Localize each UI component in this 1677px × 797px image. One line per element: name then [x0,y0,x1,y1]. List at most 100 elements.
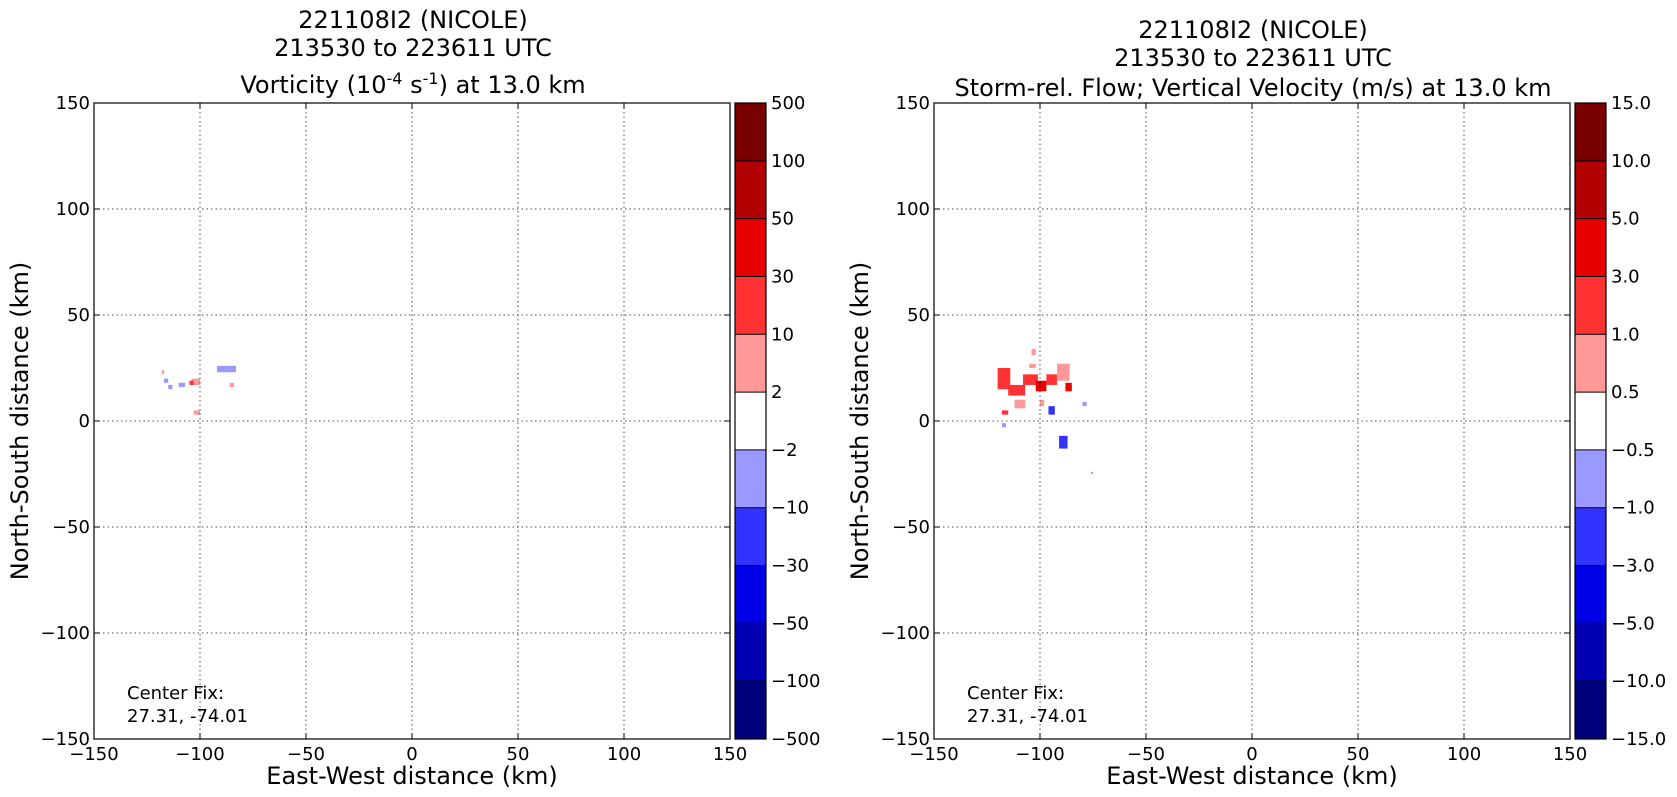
colorbar-label: −50 [771,613,809,634]
colorbar-segment [735,160,766,219]
colorbar-segment [735,392,766,450]
data-cell [1082,401,1087,407]
colorbar-segment [1575,103,1606,161]
colorbar-segment [1575,218,1606,277]
data-cell [191,378,200,385]
colorbar-label: 10.0 [1611,151,1651,172]
plot-area [94,103,730,739]
colorbar-segment [735,507,766,566]
data-cell [1023,374,1038,385]
y-axis-label: North-South distance (km) [6,262,34,581]
data-cell [168,384,173,390]
colorbar-segment [735,103,766,161]
colorbar-label: 15.0 [1611,93,1651,114]
title-superscript: -4 [387,69,403,88]
colorbar-segment [735,276,766,335]
colorbar-label: −15.0 [1611,729,1666,750]
data-cell [1065,382,1072,392]
data-cell [1029,363,1036,368]
y-tick-label: −100 [881,623,930,644]
data-cell [1031,348,1036,356]
plot-area [934,103,1570,739]
colorbar-label: −500 [771,729,820,750]
colorbar-label: 2 [771,382,782,403]
y-tick-label: 50 [907,305,930,326]
data-cell [161,370,164,375]
title-segment: ) at 13.0 km [439,71,586,99]
colorbar-label: −1.0 [1611,498,1655,519]
data-cell [1035,380,1047,392]
title-segment: s [402,71,422,99]
x-tick-label: 0 [406,744,417,765]
colorbar-label: −10.0 [1611,671,1666,692]
y-tick-label: 50 [67,305,90,326]
x-tick-label: −100 [175,744,224,765]
x-tick-label: 50 [1347,744,1370,765]
x-axis-label: East-West distance (km) [1106,762,1397,790]
data-cell [1014,399,1026,409]
colorbar-label: 10 [771,324,794,345]
data-cell [189,380,194,385]
colorbar-segment [1575,392,1606,450]
colorbar-label: 50 [771,209,794,230]
data-cell [1040,399,1045,407]
y-tick-label: −100 [41,623,90,644]
colorbar-label: 5.0 [1611,209,1640,230]
data-cell [1046,374,1057,385]
y-tick-label: 100 [56,199,90,220]
y-tick-label: 100 [896,199,930,220]
center-fix-annotation: 27.31, -74.01 [127,706,248,727]
colorbar-segment [1575,334,1606,393]
center-fix-annotation: Center Fix: [967,683,1064,704]
chart-panel-1: −150 −100 −50 0 50 100 150−150−100−50050100150… [6,6,820,790]
title-superscript: -1 [423,69,439,88]
colorbar-label: −2 [771,440,798,461]
x-tick-label: 150 [1553,744,1587,765]
colorbar-segment [735,334,766,393]
chart-title-line: 221108I2 (NICOLE) [298,6,528,34]
data-cell [1001,423,1007,428]
colorbar-label: 1.0 [1611,324,1640,345]
y-tick-label: 0 [919,411,930,432]
x-tick-label: 100 [607,744,641,765]
x-tick-label: −150 [909,744,958,765]
colorbar-segment [735,218,766,277]
data-cell [163,378,169,383]
colorbar-segment [1575,507,1606,566]
colorbar-label: −0.5 [1611,440,1655,461]
colorbar-frame [1574,102,1607,740]
colorbar-label: −3.0 [1611,556,1655,577]
colorbar-label: −100 [771,671,820,692]
y-tick-label: −150 [881,729,930,750]
x-tick-label: −50 [1127,744,1165,765]
chart-title-line: 221108I2 (NICOLE) [1138,16,1368,44]
colorbar-segment [735,681,766,739]
data-cell [193,410,200,415]
colorbar-segment [1575,276,1606,335]
colorbar-label: −30 [771,556,809,577]
x-tick-label: 100 [1447,744,1481,765]
y-tick-label: −50 [892,517,930,538]
y-tick-label: 0 [79,411,90,432]
x-tick-label: −50 [287,744,325,765]
colorbar-segment [1575,160,1606,219]
colorbar-label: 100 [771,151,805,172]
colorbar-segment [735,565,766,624]
x-tick-label: 150 [713,744,747,765]
colorbar-label: −5.0 [1611,613,1655,634]
colorbar-segment [1575,565,1606,624]
title-segment: Vorticity (10 [240,71,386,99]
center-fix-annotation: Center Fix: [127,683,224,704]
data-cell [1090,471,1093,474]
data-cell [1056,363,1070,381]
data-cell [1059,435,1068,449]
chart-title-line: 213530 to 223611 UTC [274,34,552,62]
center-fix-annotation: 27.31, -74.01 [967,706,1088,727]
colorbar-segment [1575,623,1606,682]
colorbar-label: −10 [771,498,809,519]
colorbar-segment [735,623,766,682]
x-axis-label: East-West distance (km) [266,762,557,790]
chart-panel-2: −150 −100 −50 0 50 100 150 −150 −100 −50 0 50 100 150… [846,16,1666,790]
x-tick-label: 0 [1246,744,1257,765]
